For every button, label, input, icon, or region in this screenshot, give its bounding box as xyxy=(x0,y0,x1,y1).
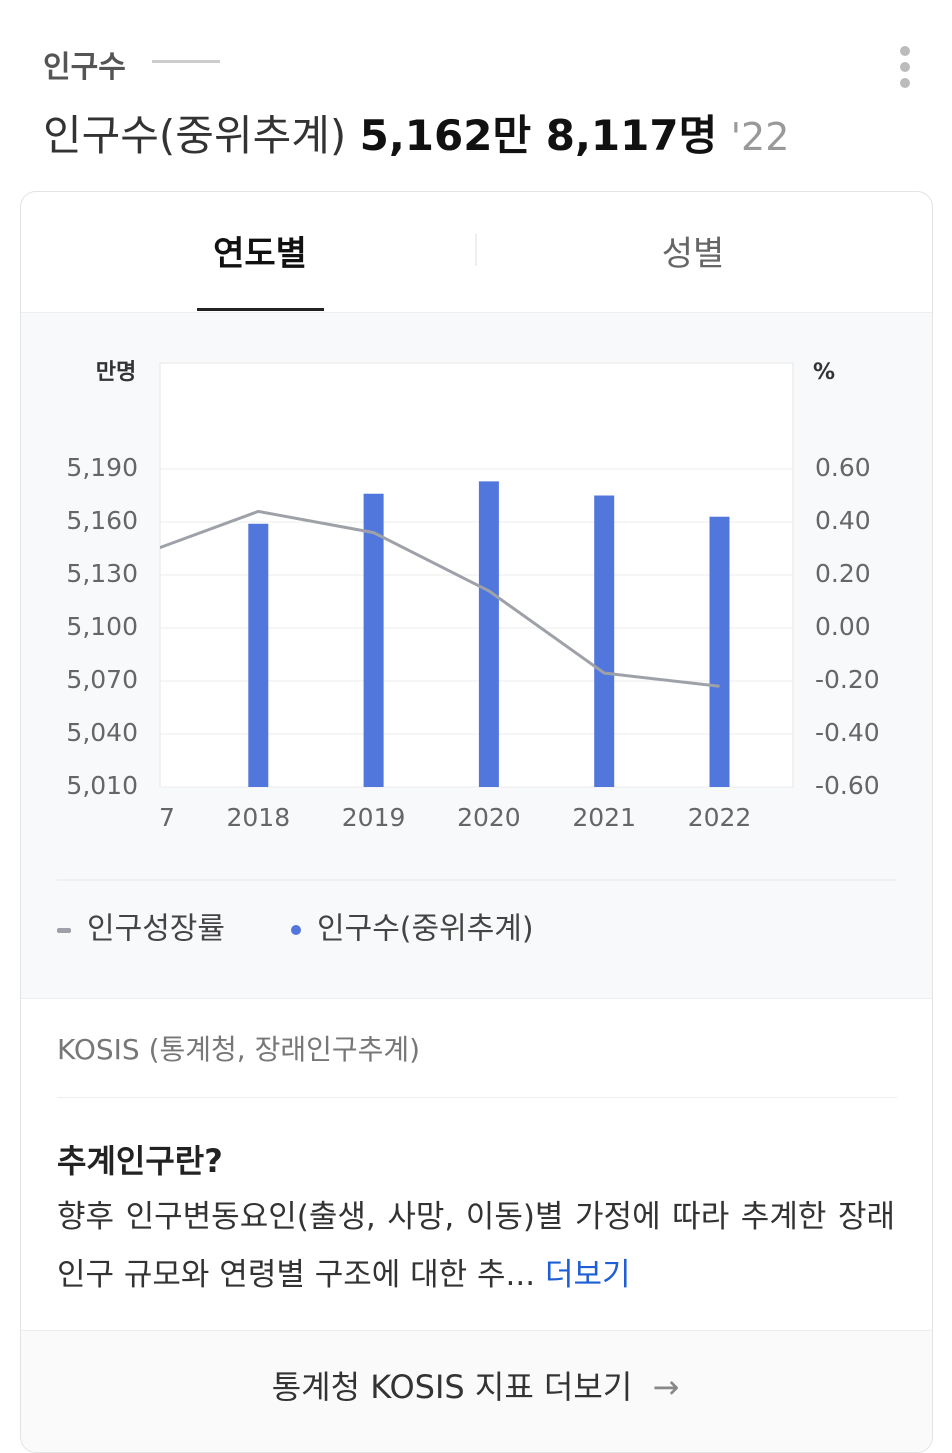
category: 인구수 xyxy=(43,50,126,85)
footer-link[interactable]: 통계청 KOSIS 지표 더보기 → xyxy=(20,1362,931,1408)
bar xyxy=(363,493,384,787)
footer-text: 통계청 KOSIS 지표 더보기 xyxy=(271,1368,633,1406)
y2-tick-label: 0.60 xyxy=(815,453,871,482)
y2-tick-label: -0.20 xyxy=(815,665,880,694)
x-tick-label: 2020 xyxy=(457,803,521,832)
x-tick-label: 2021 xyxy=(572,803,636,832)
arrow: → xyxy=(652,1368,680,1406)
y-tick-label: 5,010 xyxy=(66,771,138,800)
legend-label: 인구성장률 xyxy=(87,912,225,947)
y2-tick-label: 0.40 xyxy=(815,506,871,535)
plot xyxy=(160,481,730,787)
x-tick-label: 2019 xyxy=(342,803,406,832)
headline: 인구수(중위추계) 5,162만 8,117명 '22 xyxy=(43,102,789,163)
y2-axis-label: % xyxy=(813,360,835,385)
tab[interactable]: 성별 xyxy=(661,234,725,274)
legend-icon xyxy=(291,925,301,935)
description-text: 향후 인구변동요인(출생, 사망, 이동)별 가정에 따라 추계한 장래인구 규… xyxy=(57,1199,895,1293)
chart: 만명 % 5,010 5,040 5,070 5,100 5,130 5,160 5,190… xyxy=(57,360,897,947)
x-tick-label: 2018 xyxy=(226,803,290,832)
tab[interactable]: 연도별 xyxy=(213,234,307,274)
legend-label: 인구수(중위추계) xyxy=(317,912,534,947)
y-tick-label: 5,040 xyxy=(66,718,138,747)
menu[interactable] xyxy=(900,46,912,88)
description: 향후 인구변동요인(출생, 사망, 이동)별 가정에 따라 추계한 장래인구 규… xyxy=(57,1188,895,1304)
category-line xyxy=(152,60,220,63)
description-title: 추계인구란? xyxy=(57,1142,223,1180)
bar xyxy=(594,495,615,787)
tab-underline xyxy=(197,308,324,311)
y2-tick-label: 0.20 xyxy=(815,559,871,588)
footer-bg xyxy=(21,1330,932,1452)
bar xyxy=(478,481,499,787)
source: KOSIS (통계청, 장래인구추계) xyxy=(57,1033,421,1066)
headline-title: 인구수(중위추계) xyxy=(43,111,347,160)
x-tick-label: 7 xyxy=(159,803,175,832)
y-tick-label: 5,070 xyxy=(66,665,138,694)
legend-icon xyxy=(57,928,71,933)
y-tick-label: 5,190 xyxy=(66,453,138,482)
y2-tick-label: -0.40 xyxy=(815,718,880,747)
y-tick-label: 5,130 xyxy=(66,559,138,588)
tab-separator xyxy=(475,234,477,266)
x-tick-label: 2022 xyxy=(688,803,752,832)
y-axis-label: 만명 xyxy=(96,360,136,385)
line xyxy=(160,509,720,688)
y-tick-label: 5,160 xyxy=(66,506,138,535)
headline-year: '22 xyxy=(730,115,790,159)
y-tick-label: 5,100 xyxy=(66,612,138,641)
bar xyxy=(709,516,730,787)
y2-tick-label: 0.00 xyxy=(815,612,871,641)
headline-value: 5,162만 8,117명 xyxy=(359,111,718,160)
y2-tick-label: -0.60 xyxy=(815,771,880,800)
divider xyxy=(57,1097,897,1098)
bar xyxy=(248,523,269,787)
more-link[interactable]: 더보기 xyxy=(544,1257,631,1293)
